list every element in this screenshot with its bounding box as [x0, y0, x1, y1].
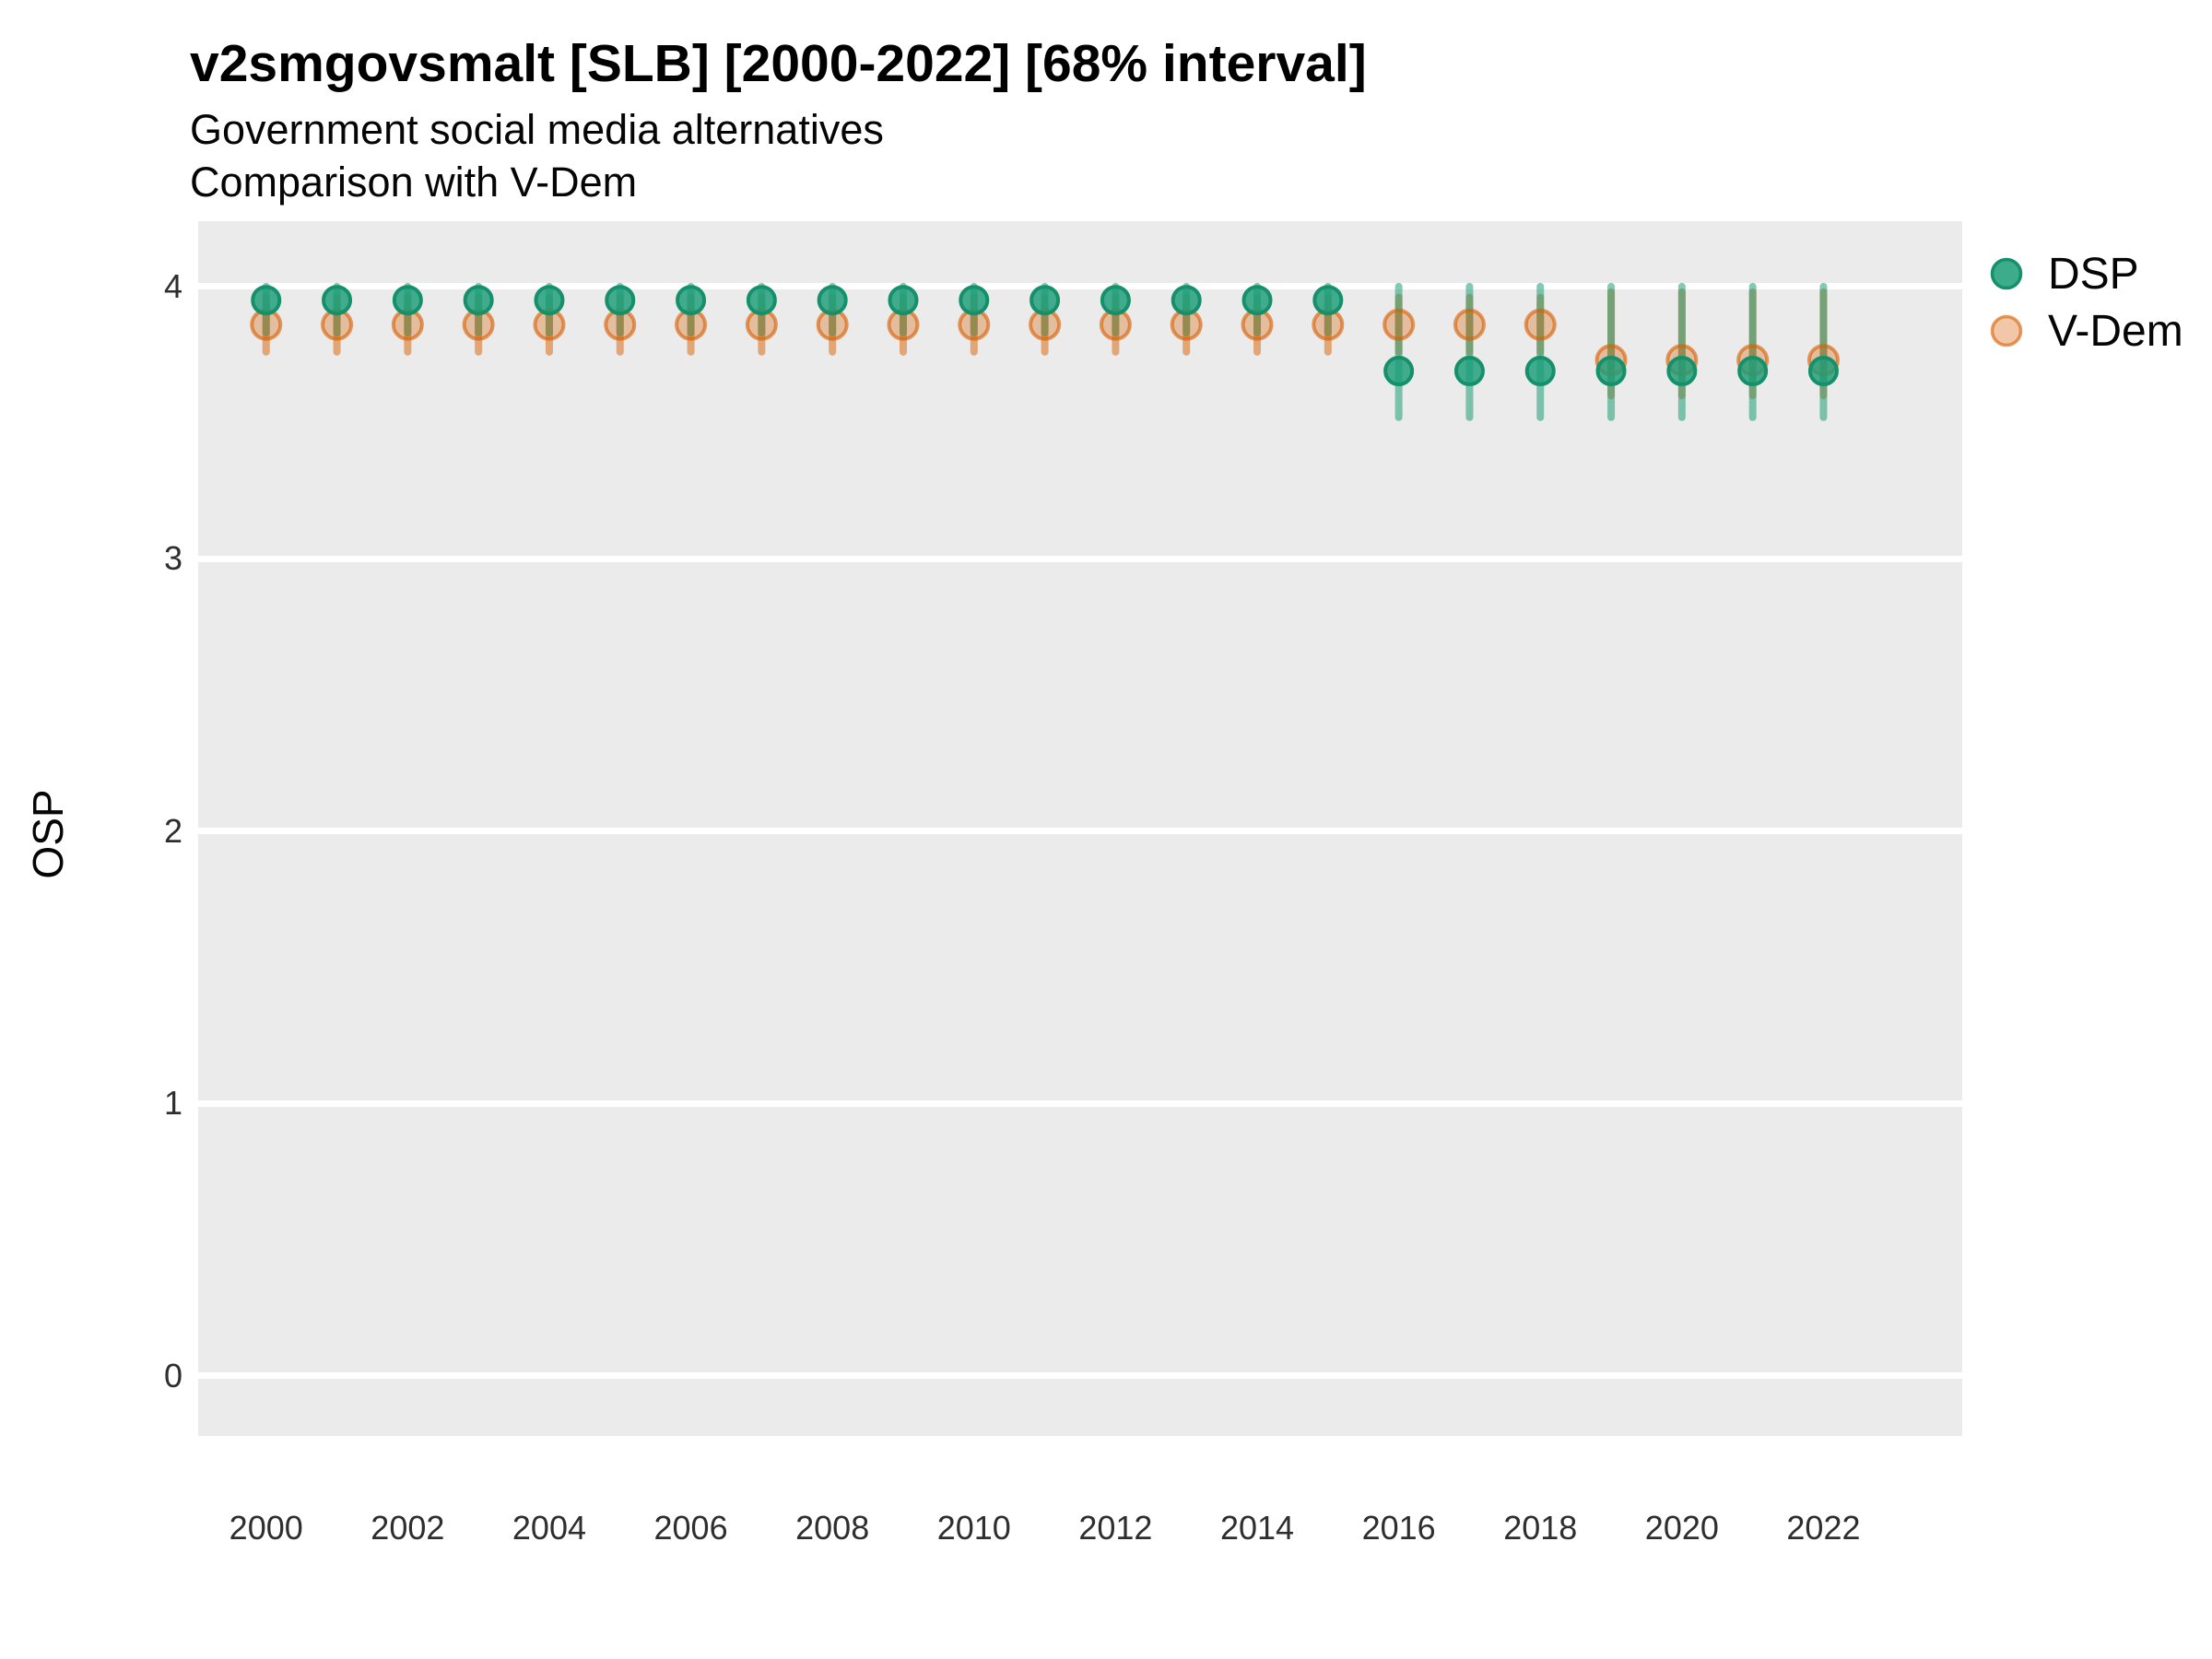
data-point-dsp	[1737, 356, 1769, 387]
data-point-vdem	[1453, 308, 1486, 341]
x-tick-label: 2004	[512, 1509, 586, 1547]
legend-label: V-Dem	[2048, 306, 2183, 356]
data-point-dsp	[888, 285, 919, 316]
vdem-swatch-icon	[1990, 314, 2023, 347]
y-tick-label: 4	[163, 266, 182, 305]
data-point-dsp	[676, 285, 707, 316]
x-tick-label: 2022	[1786, 1509, 1861, 1547]
legend: DSP V-Dem	[1989, 245, 2183, 359]
gridline-y-2	[198, 828, 1962, 835]
data-point-dsp	[817, 285, 848, 316]
y-tick-label: 2	[163, 811, 182, 850]
x-tick-label: 2018	[1503, 1509, 1578, 1547]
gridline-y-4	[198, 283, 1962, 290]
gridline-y-0	[198, 1372, 1962, 1380]
data-point-dsp	[1030, 285, 1061, 316]
x-tick-label: 2016	[1361, 1509, 1436, 1547]
x-tick-label: 2002	[371, 1509, 445, 1547]
plot-panel	[198, 221, 1962, 1436]
chart-subtitle-comparison: Comparison with V-Dem	[190, 159, 638, 206]
data-point-dsp	[1312, 285, 1344, 316]
data-point-dsp	[1453, 356, 1485, 387]
gridline-y-3	[198, 555, 1962, 562]
y-tick-label: 3	[163, 539, 182, 578]
dsp-swatch-icon	[1990, 257, 2023, 290]
data-point-dsp	[1241, 285, 1273, 316]
x-tick-label: 2012	[1078, 1509, 1153, 1547]
data-point-dsp	[251, 285, 282, 316]
legend-item-dsp: DSP	[1989, 245, 2183, 302]
data-point-vdem	[1382, 308, 1416, 341]
data-point-dsp	[1524, 356, 1556, 387]
x-tick-label: 2014	[1219, 1509, 1295, 1547]
data-point-dsp	[746, 285, 777, 316]
data-point-dsp	[322, 285, 353, 316]
data-point-dsp	[959, 285, 990, 316]
data-point-dsp	[534, 285, 565, 316]
y-axis-title: OSP	[24, 789, 72, 879]
data-point-dsp	[605, 285, 636, 316]
x-tick-label: 2010	[936, 1509, 1011, 1547]
x-tick-label: 2008	[795, 1509, 870, 1547]
x-tick-label: 2000	[229, 1509, 303, 1547]
legend-label: DSP	[2048, 249, 2139, 299]
chart-subtitle: Government social media alternatives	[190, 106, 884, 153]
data-point-vdem	[1524, 308, 1557, 341]
data-point-dsp	[392, 285, 423, 316]
data-point-dsp	[1383, 356, 1415, 387]
y-tick-label: 1	[163, 1084, 182, 1123]
data-points-layer	[250, 282, 1840, 421]
data-point-dsp	[1100, 285, 1131, 316]
data-point-dsp	[1807, 356, 1839, 387]
x-tick-label: 2006	[653, 1509, 728, 1547]
data-point-dsp	[1595, 356, 1627, 387]
y-tick-label: 0	[163, 1356, 182, 1394]
x-tick-label: 2020	[1644, 1509, 1719, 1547]
gridline-y-1	[198, 1100, 1962, 1107]
chart-title: v2smgovsmalt [SLB] [2000-2022] [68% inte…	[190, 34, 1367, 93]
data-point-dsp	[1666, 356, 1698, 387]
data-point-dsp	[463, 285, 494, 316]
data-point-dsp	[1171, 285, 1202, 316]
legend-item-vdem: V-Dem	[1989, 302, 2183, 359]
